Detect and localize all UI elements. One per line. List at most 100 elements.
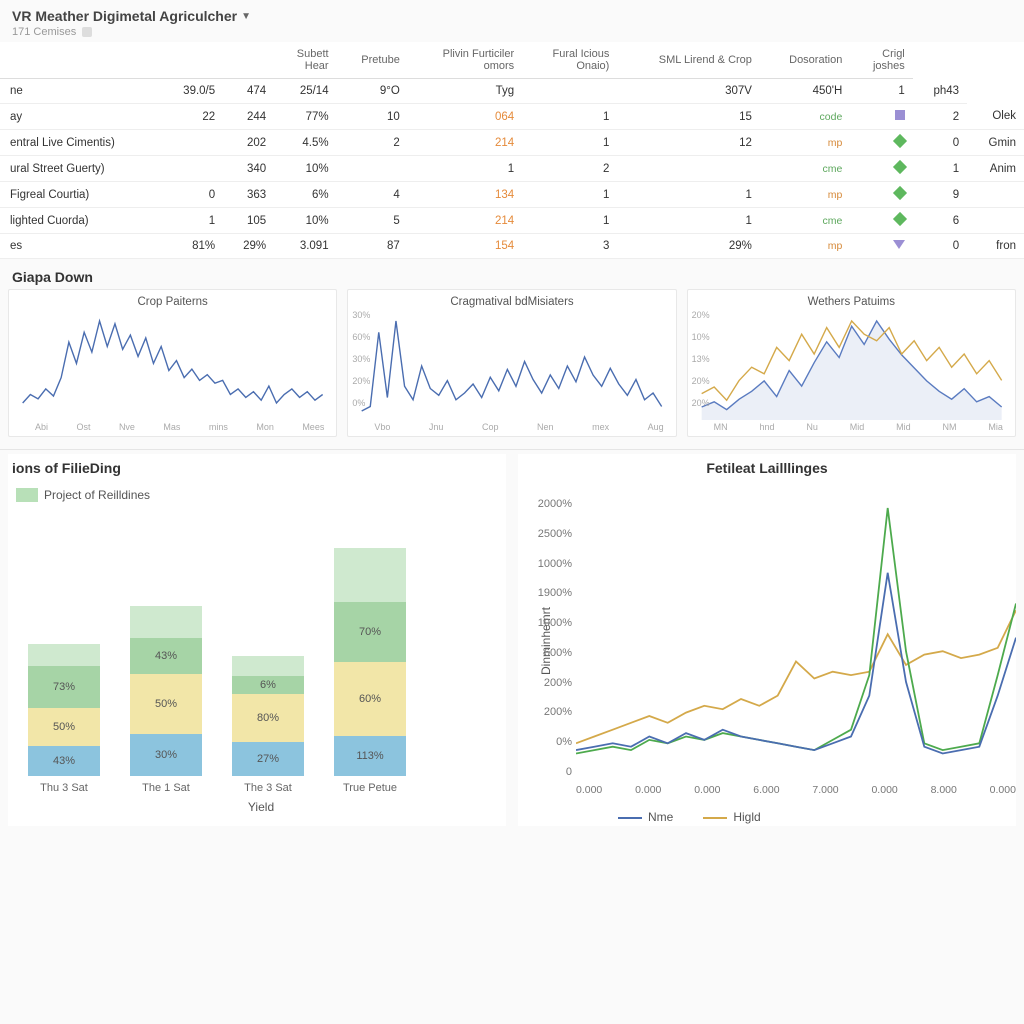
- table-header: [0, 42, 160, 79]
- table-cell: 105: [223, 208, 274, 234]
- chevron-down-icon[interactable]: ▼: [241, 11, 251, 22]
- table-cell: Anim: [967, 156, 1024, 182]
- mini-chart-title: Wethers Patuims: [696, 296, 1007, 308]
- table-cell: [967, 208, 1024, 234]
- table-cell: 202: [223, 130, 274, 156]
- table-cell: [160, 130, 223, 156]
- mini-chart: Cragmatival bdMisiaters30%60%30%20%0%Vbo…: [347, 289, 676, 437]
- copy-icon[interactable]: [82, 27, 92, 37]
- table-cell: 2: [522, 156, 617, 182]
- table-cell: 1: [408, 156, 522, 182]
- table-cell: 3: [522, 234, 617, 259]
- table-cell: 9°O: [337, 79, 408, 104]
- data-table: SubettHearPretubePlivin FurticileromorsF…: [0, 42, 1024, 259]
- line-legend-item: Higld: [703, 810, 760, 824]
- table-cell: 6: [913, 208, 967, 234]
- table-header: [160, 42, 223, 79]
- table-cell: Olek: [967, 104, 1024, 130]
- bar-category-label: Thu 3 Sat: [28, 782, 100, 794]
- marker-icon: [893, 212, 907, 226]
- bar-stack: 73%50%43%: [28, 644, 100, 776]
- table-cell: 6%: [274, 182, 336, 208]
- table-cell: mp: [760, 182, 850, 208]
- stacked-legend: Project of Reilldines: [8, 484, 158, 506]
- table-header: SubettHear: [274, 42, 336, 79]
- table-cell: [850, 104, 912, 130]
- bar-segment: [130, 606, 202, 638]
- bar-segment: 43%: [130, 638, 202, 674]
- table-header: Plivin Furticileromors: [408, 42, 522, 79]
- table-cell: 10: [337, 104, 408, 130]
- mini-chart-title: Cragmatival bdMisiaters: [356, 296, 667, 308]
- table-cell: 77%: [274, 104, 336, 130]
- table-cell: 87: [337, 234, 408, 259]
- table-cell: ph43: [913, 79, 967, 104]
- table-cell: 2: [913, 104, 967, 130]
- table-cell: entral Live Cimentis): [0, 130, 160, 156]
- stacked-legend-label: Project of Reilldines: [44, 488, 150, 502]
- marker-icon: [895, 110, 905, 120]
- table-cell: 340: [223, 156, 274, 182]
- table-cell: 5: [337, 208, 408, 234]
- table-cell: 154: [408, 234, 522, 259]
- table-cell: [850, 182, 912, 208]
- table-cell: [617, 156, 760, 182]
- table-cell: 0: [913, 130, 967, 156]
- table-cell: 474: [223, 79, 274, 104]
- table-cell: 1: [617, 208, 760, 234]
- table-cell: 10%: [274, 156, 336, 182]
- table-header: SML Lirend & Crop: [617, 42, 760, 79]
- table-cell: es: [0, 234, 160, 259]
- table-cell: lighted Cuorda): [0, 208, 160, 234]
- bar-stack: 43%50%30%: [130, 606, 202, 776]
- marker-icon: [893, 160, 907, 174]
- table-cell: 9: [913, 182, 967, 208]
- table-cell: 2: [337, 130, 408, 156]
- table-cell: 12: [617, 130, 760, 156]
- bar-segment: 70%: [334, 602, 406, 662]
- line-panel: Fetileat Lailllinges Dinminhemrt 2000%25…: [518, 454, 1016, 826]
- table-header: [223, 42, 274, 79]
- bar-segment: 6%: [232, 676, 304, 694]
- table-cell: 29%: [223, 234, 274, 259]
- subtitle-text: 171 Cemises: [12, 26, 76, 38]
- marker-icon: [893, 134, 907, 148]
- table-cell: 1: [522, 182, 617, 208]
- bar-category-label: The 3 Sat: [232, 782, 304, 794]
- bar-segment: [232, 656, 304, 676]
- table-cell: 1: [850, 79, 912, 104]
- table-cell: 0: [913, 234, 967, 259]
- table-cell: 363: [223, 182, 274, 208]
- stacked-xlabel: Yield: [16, 800, 506, 814]
- table-cell: 81%: [160, 234, 223, 259]
- table-cell: 15: [617, 104, 760, 130]
- bar-segment: 27%: [232, 742, 304, 776]
- table-cell: [160, 156, 223, 182]
- table-cell: 1: [522, 104, 617, 130]
- table-cell: 1: [913, 156, 967, 182]
- marker-icon: [893, 186, 907, 200]
- table-header: Pretube: [337, 42, 408, 79]
- stacked-panel: ions of FilieDing Project of Reilldines …: [8, 454, 506, 826]
- table-cell: Tyg: [408, 79, 522, 104]
- bar-category-label: True Petue: [334, 782, 406, 794]
- table-row: ay2224477%10064115code2Olek: [0, 104, 1024, 130]
- table-cell: [850, 234, 912, 259]
- table-cell: 1: [522, 208, 617, 234]
- page-title: VR Meather Digimetal Agriculcher: [12, 8, 237, 24]
- section-title: Giapa Down: [0, 259, 1024, 289]
- table-cell: cme: [760, 156, 850, 182]
- table-cell: 3.091: [274, 234, 336, 259]
- stacked-title: ions of FilieDing: [8, 454, 506, 484]
- table-cell: 1: [160, 208, 223, 234]
- bar-segment: 50%: [28, 708, 100, 746]
- header: VR Meather Digimetal Agriculcher ▼ 171 C…: [0, 0, 1024, 42]
- table-cell: fron: [967, 234, 1024, 259]
- table-cell: 29%: [617, 234, 760, 259]
- table-cell: [850, 156, 912, 182]
- bar-category-label: The 1 Sat: [130, 782, 202, 794]
- table-cell: 134: [408, 182, 522, 208]
- line-legend-item: Nme: [618, 810, 673, 824]
- table-cell: ay: [0, 104, 160, 130]
- table-cell: [850, 208, 912, 234]
